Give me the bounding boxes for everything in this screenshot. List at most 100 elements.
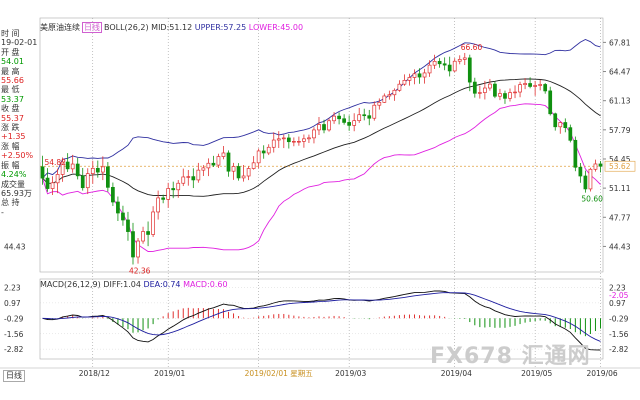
candle-body <box>70 163 75 170</box>
candle-body <box>302 138 306 142</box>
period-tag[interactable]: 日线 <box>82 22 102 33</box>
candle-body <box>462 57 467 60</box>
candle-body <box>467 57 472 83</box>
macd-value-label: MACD:0.60 <box>183 280 228 289</box>
quote-field-17: 65.93万 <box>1 188 32 198</box>
price-tick-label: 61.13 <box>609 97 631 106</box>
month-label: 2019/04 <box>441 369 472 378</box>
candle-body <box>417 73 422 78</box>
candle-body <box>377 101 382 106</box>
candle-body <box>327 120 331 131</box>
macd-label: MACD(26,12,9) <box>40 280 101 289</box>
candle-body <box>523 83 527 85</box>
current-price-label: 53.62 <box>609 162 631 171</box>
month-label: 2019/06 <box>586 369 617 378</box>
candle-body <box>191 176 196 181</box>
candle-body <box>432 60 437 66</box>
candle-body <box>176 182 181 191</box>
price-tick-label: 64.47 <box>609 68 631 77</box>
candle-body <box>437 60 442 65</box>
macd-tick-label: 0.97 <box>609 299 626 308</box>
candle-body <box>141 231 145 242</box>
candle-body <box>452 60 457 72</box>
candle-body <box>548 90 553 115</box>
candle-body <box>518 84 522 93</box>
candle-body <box>111 186 115 203</box>
candle-body <box>382 95 387 103</box>
candle-body <box>106 166 110 188</box>
candle-body <box>206 162 211 169</box>
candle-body <box>121 212 125 221</box>
candle-body <box>352 120 357 126</box>
macd-title: MACD(26,12,9) DIFF:1.04 DEA:0.74 MACD:0.… <box>40 280 228 289</box>
candle-body <box>483 87 487 93</box>
macd-tick-label: -1.56 <box>609 330 629 339</box>
candle-body <box>241 175 246 179</box>
price-annotation: 50.60 <box>581 195 603 204</box>
candle-body <box>498 93 502 97</box>
quote-field-3: 54.01 <box>1 57 24 67</box>
macd-dea-line <box>42 292 601 342</box>
macd-diff-label: DIFF:1.04 <box>103 280 141 289</box>
candle-body <box>40 166 45 179</box>
quote-field-8: 收 盘 <box>1 104 20 114</box>
month-label: 2018/12 <box>79 369 110 378</box>
candle-body <box>503 93 507 99</box>
quote-field-13: +2.50% <box>1 151 34 161</box>
macd-tick-label: -0.29 <box>609 314 629 323</box>
candle-body <box>422 72 427 78</box>
candle-body <box>598 163 603 167</box>
candle-body <box>221 152 226 157</box>
period-button[interactable]: 日线 <box>3 370 25 382</box>
candle-body <box>563 122 568 129</box>
quote-field-0: 时 间 <box>1 29 20 38</box>
candle-body <box>50 182 55 189</box>
candle-body <box>477 92 482 94</box>
candle-body <box>538 84 543 86</box>
candle-body <box>100 166 105 173</box>
month-label: 2019/05 <box>521 369 552 378</box>
candle-body <box>266 146 271 154</box>
candle-body <box>60 161 65 175</box>
candle-body <box>412 73 417 78</box>
candle-body <box>367 115 372 119</box>
candle-body <box>317 124 321 131</box>
candle-body <box>75 163 80 177</box>
candle-body <box>65 161 70 170</box>
price-tick-label: 51.11 <box>609 184 631 193</box>
candle-body <box>80 175 85 189</box>
kline-frame <box>39 17 604 273</box>
candle-body <box>211 162 216 166</box>
candle-body <box>256 150 261 164</box>
candle-body <box>151 211 155 235</box>
candle-body <box>508 92 512 99</box>
watermark: FX678 汇通网 <box>430 344 591 369</box>
candle-body <box>131 231 135 258</box>
candle-body <box>136 240 140 258</box>
quote-field-2: 开 盘 <box>1 47 20 57</box>
quote-info-panel: 时 间 19-02-01 开 盘 54.01 最 高 55.66 最 低 53.37 收 盘 55… <box>1 29 39 217</box>
candle-body <box>216 156 221 166</box>
price-annotation: 42.36 <box>129 266 151 275</box>
candle-body <box>488 83 492 89</box>
candle-body <box>116 201 120 214</box>
candle-body <box>347 122 352 126</box>
candle-body <box>593 163 598 170</box>
candle-body <box>457 59 462 62</box>
candle-body <box>156 197 160 213</box>
macd-tick-label-left: -1.56 <box>4 330 24 339</box>
macd-dea-label: DEA:0.74 <box>143 280 181 289</box>
current-price-box <box>604 160 636 172</box>
boll-lower-line <box>42 103 601 252</box>
candle-body <box>357 114 362 122</box>
macd-tick-label: 2.23 <box>609 284 626 293</box>
candle-body <box>146 231 150 235</box>
quote-field-1: 19-02-01 <box>1 38 38 48</box>
quote-field-7: 53.37 <box>1 94 24 104</box>
candle-body <box>166 188 171 200</box>
quote-field-19: - <box>1 207 4 217</box>
candle-body <box>387 94 392 97</box>
candle-body <box>553 113 558 128</box>
candle-body <box>196 169 201 181</box>
quote-field-9: 55.37 <box>1 113 24 123</box>
